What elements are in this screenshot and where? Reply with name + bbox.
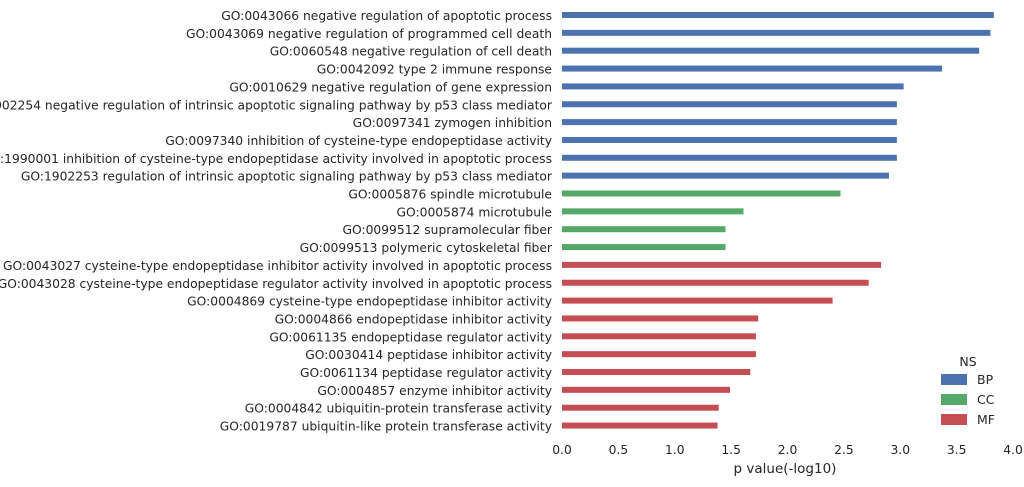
y-tick-label: GO:1990001 inhibition of cysteine-type e… xyxy=(0,152,552,166)
y-tick-label: GO:0019787 ubiquitin-like protein transf… xyxy=(220,420,552,434)
y-tick-label: GO:0004857 enzyme inhibitor activity xyxy=(317,384,552,398)
y-tick-label: GO:0060548 negative regulation of cell d… xyxy=(270,45,552,59)
bar-bp xyxy=(562,47,980,54)
bar-bp xyxy=(562,12,994,18)
y-tick-label: GO:0004869 cysteine-type endopeptidase i… xyxy=(187,295,552,309)
x-tick-label: 3.0 xyxy=(890,443,910,457)
x-tick-label: 0.5 xyxy=(609,443,629,457)
bar-mf xyxy=(562,315,759,322)
bar-bp xyxy=(562,154,897,161)
y-tick-label: GO:0005874 microtubule xyxy=(397,205,552,219)
y-tick-label: GO:0099512 supramolecular fiber xyxy=(342,223,552,237)
bar-mf xyxy=(562,386,730,393)
y-tick-label: GO:0004866 endopeptidase inhibitor activ… xyxy=(275,312,552,326)
legend-swatch-bp xyxy=(941,374,967,385)
y-tick-label: GO:0061134 peptidase regulator activity xyxy=(300,366,552,380)
y-tick-label: GO:0099513 polymeric cytoskeletal fiber xyxy=(300,241,553,255)
x-tick-label: 1.5 xyxy=(721,443,741,457)
x-tick-label: 2.5 xyxy=(834,443,854,457)
bar-mf xyxy=(562,351,756,358)
y-tick-labels: GO:0043066 negative regulation of apopto… xyxy=(0,9,553,434)
x-tick-labels: 0.0 0.5 1.0 1.5 2.0 2.5 3.0 3.5 4.0 xyxy=(552,443,1023,457)
legend: NS BP CC MF xyxy=(941,354,995,427)
bar-bp xyxy=(562,29,991,36)
bar-bp xyxy=(562,136,897,143)
bars-layer xyxy=(562,12,994,429)
x-axis-label: p value(-log10) xyxy=(734,461,837,477)
y-tick-label: GO:0043028 cysteine-type endopeptidase r… xyxy=(0,277,552,291)
legend-label-mf: MF xyxy=(977,412,995,427)
x-tick-label: 1.0 xyxy=(665,443,685,457)
legend-title: NS xyxy=(959,354,976,369)
legend-swatch-mf xyxy=(941,414,967,425)
y-tick-label: GO:0042092 type 2 immune response xyxy=(317,63,552,77)
bar-bp xyxy=(562,101,897,108)
bar-mf xyxy=(562,404,719,411)
y-tick-label: GO:0097340 inhibition of cysteine-type e… xyxy=(165,134,552,148)
legend-label-cc: CC xyxy=(977,392,995,407)
legend-label-bp: BP xyxy=(977,372,994,387)
bar-mf xyxy=(562,279,869,286)
bar-mf xyxy=(562,422,718,429)
x-tick-label: 2.0 xyxy=(778,443,798,457)
y-tick-label: GO:0004842 ubiquitin-protein transferase… xyxy=(245,402,552,416)
bar-cc xyxy=(562,208,744,215)
bar-bp xyxy=(562,83,904,90)
y-tick-label: GO:1902253 regulation of intrinsic apopt… xyxy=(21,170,553,184)
legend-swatch-cc xyxy=(941,394,967,405)
legend-entries: BP CC MF xyxy=(941,372,995,427)
bar-mf xyxy=(562,369,751,375)
bar-mf xyxy=(562,297,833,304)
bar-bp xyxy=(562,119,897,126)
bar-cc xyxy=(562,226,726,233)
bar-mf xyxy=(562,333,756,340)
y-tick-label: GO:0043069 negative regulation of progra… xyxy=(186,27,552,41)
y-tick-label: GO:0043066 negative regulation of apopto… xyxy=(221,9,552,23)
y-tick-label: GO:0010629 negative regulation of gene e… xyxy=(229,80,552,94)
y-tick-label: GO:0061135 endopeptidase regulator activ… xyxy=(269,330,552,344)
x-tick-label: 3.5 xyxy=(947,443,967,457)
y-tick-label: GO:0097341 zymogen inhibition xyxy=(353,116,552,130)
y-tick-label: GO:1902254 negative regulation of intrin… xyxy=(0,98,553,112)
bar-bp xyxy=(562,65,942,72)
bar-bp xyxy=(562,172,889,179)
x-tick-label: 0.0 xyxy=(552,443,572,457)
bar-cc xyxy=(562,244,726,251)
bar-cc xyxy=(562,190,841,197)
bar-mf xyxy=(562,261,882,268)
y-tick-label: GO:0005876 spindle microtubule xyxy=(348,188,552,202)
y-tick-label: GO:0030414 peptidase inhibitor activity xyxy=(305,348,552,362)
x-tick-label: 4.0 xyxy=(1003,443,1023,457)
y-tick-label: GO:0043027 cysteine-type endopeptidase i… xyxy=(3,259,552,273)
